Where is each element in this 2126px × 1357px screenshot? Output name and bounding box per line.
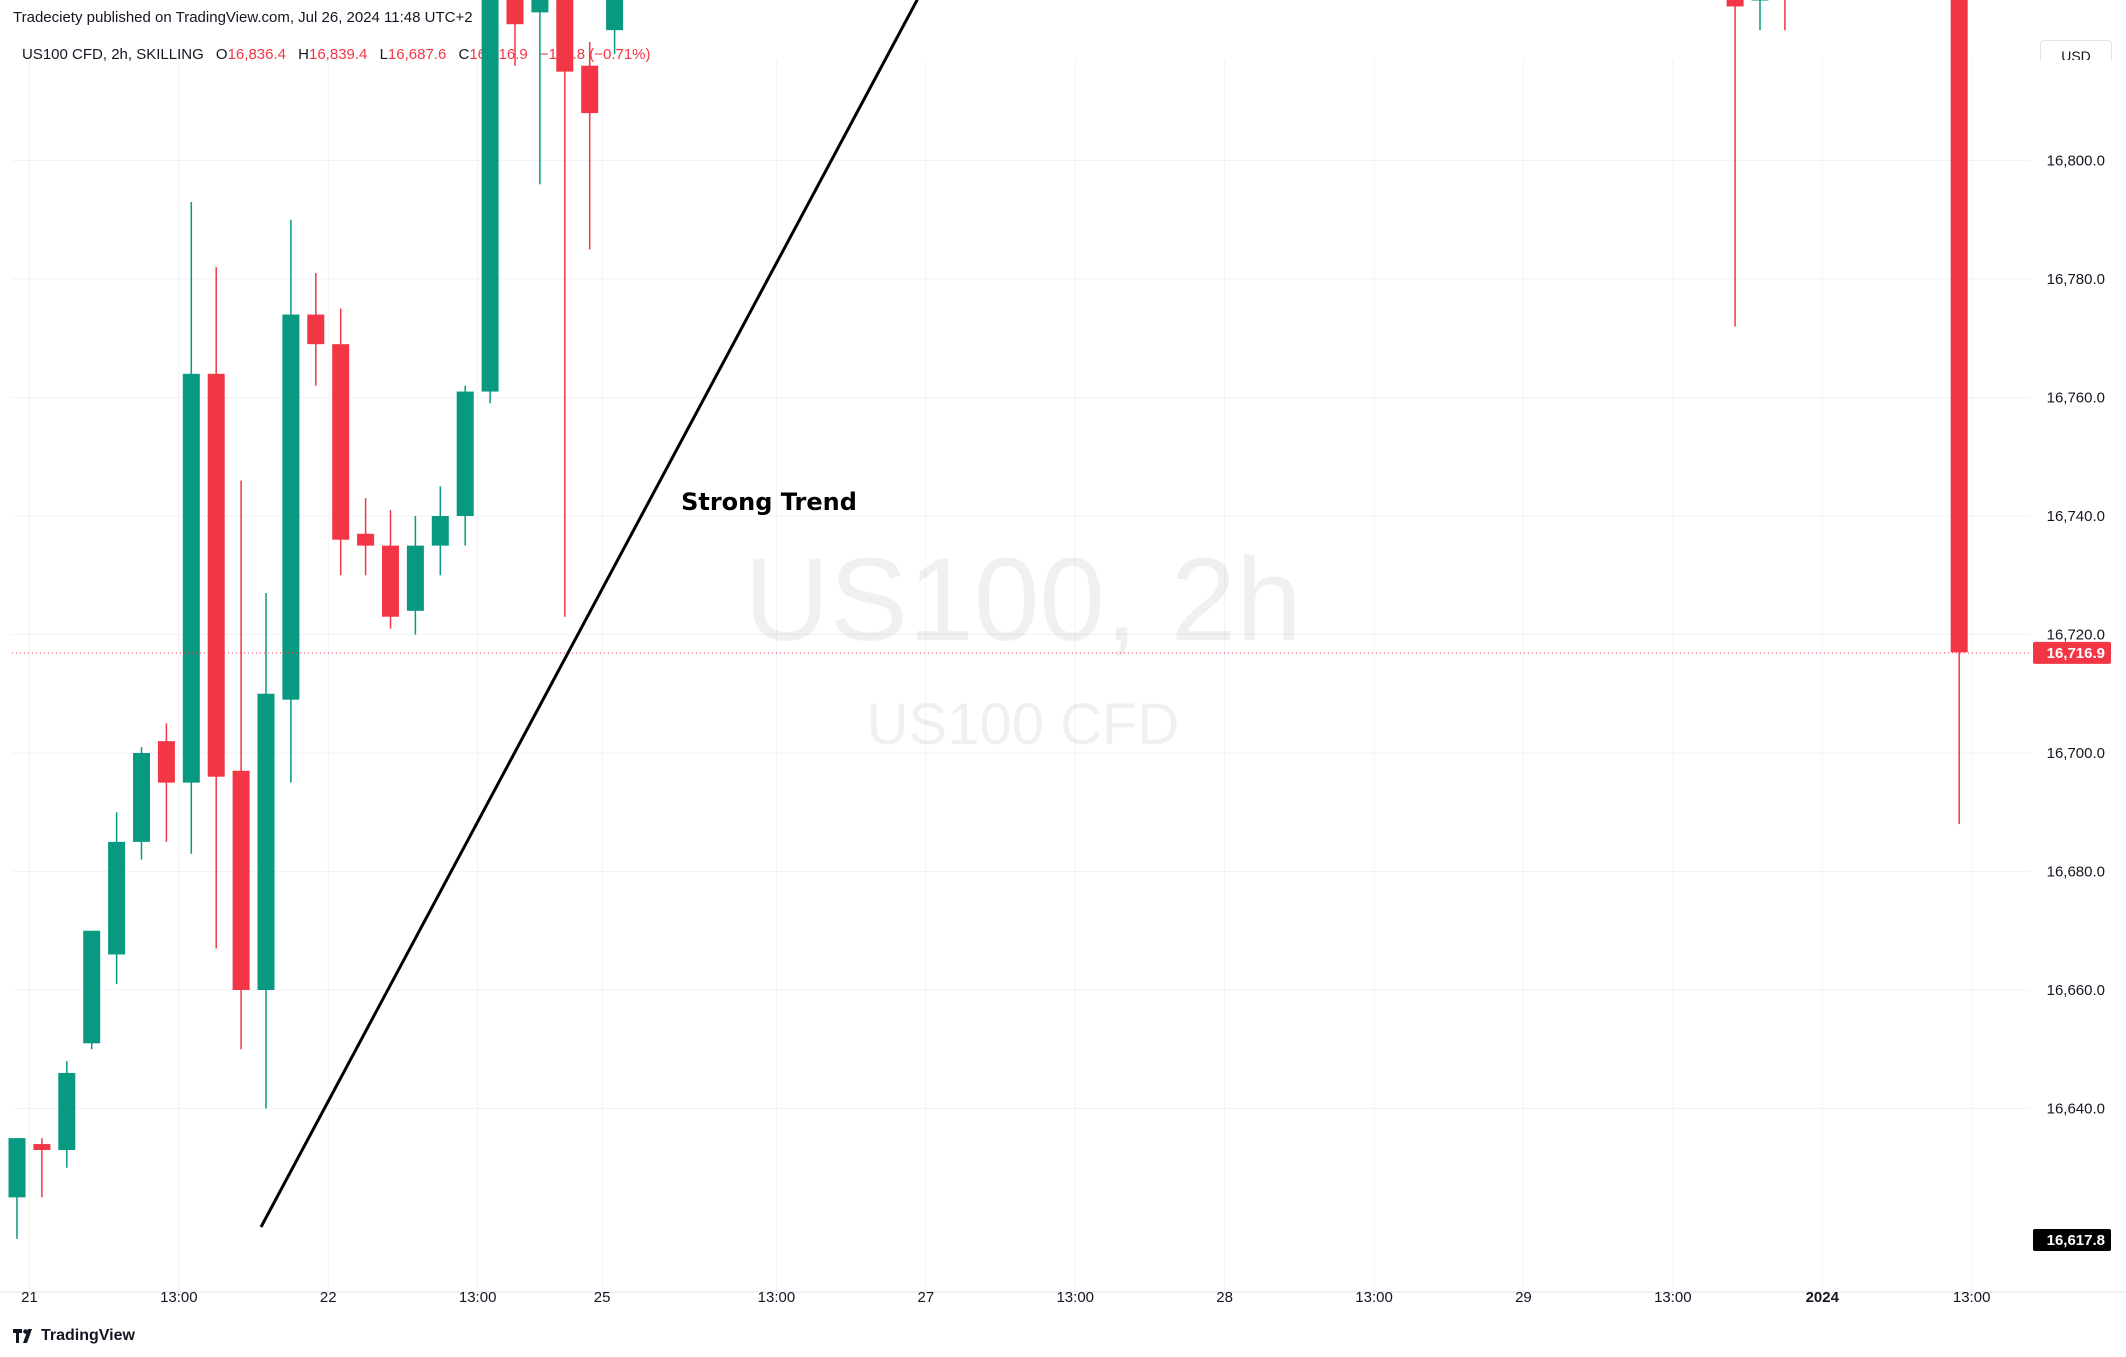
price-tick-label: 16,740.0	[2047, 508, 2105, 525]
price-tick-label: 16,700.0	[2047, 745, 2105, 762]
candle-body	[33, 1144, 51, 1150]
time-tick-label: 2024	[1806, 1289, 1840, 1306]
time-axis: 21 13:00 22 13:00 25 13:00 27 13:00 28 13:00 29 13:…	[0, 1289, 2126, 1306]
candle-body	[581, 65, 599, 114]
price-tick-label: 16,760.0	[2047, 390, 2105, 407]
price-tag	[2033, 1229, 2111, 1252]
open-value: 16,836.4	[227, 46, 286, 63]
candle-body	[157, 741, 175, 783]
high-label: H	[298, 46, 309, 63]
time-tick-label: 13:00	[1355, 1289, 1393, 1306]
candle-body	[83, 930, 101, 1044]
annotation-label: Strong Trend	[681, 488, 857, 516]
candle-body	[332, 344, 350, 540]
candles	[8, 0, 1968, 1239]
candle-body	[1950, 0, 1968, 653]
trend-arrow	[259, 0, 919, 1228]
price-tick-label: 16,640.0	[2047, 1101, 2105, 1118]
low-label: L	[379, 46, 388, 63]
price-tick-label: 16,800.0	[2047, 153, 2105, 170]
watermark-title: US100, 2h	[744, 534, 1302, 666]
time-tick-label: 13:00	[1654, 1289, 1692, 1306]
symbol-name[interactable]: US100 CFD, 2h, SKILLING	[22, 46, 204, 63]
candle-body	[307, 314, 325, 345]
time-tick-label: 13:00	[758, 1289, 796, 1306]
candle-body	[1726, 0, 1744, 7]
tradingview-logo-icon	[13, 1329, 32, 1343]
candle-body	[182, 373, 200, 783]
candle-body	[606, 0, 624, 31]
candle-body	[481, 0, 499, 392]
time-tick-label: 13:00	[1953, 1289, 1991, 1306]
price-tick-label: 16,720.0	[2047, 627, 2105, 644]
candle-body	[8, 1138, 26, 1198]
chart-grid	[12, 60, 2030, 1292]
candle-body	[207, 373, 225, 777]
publisher-credit: Tradeciety published on TradingView.com,…	[13, 9, 473, 26]
time-tick-label: 27	[918, 1289, 935, 1306]
price-tag-label: 16,716.9	[2047, 645, 2105, 662]
high-value: 16,839.4	[309, 46, 368, 63]
candle-body	[108, 841, 126, 955]
candle-body	[556, 0, 574, 72]
time-tick-label: 28	[1216, 1289, 1233, 1306]
time-tick-label: 13:00	[160, 1289, 198, 1306]
candle-body	[232, 770, 250, 990]
candle-body	[456, 391, 474, 516]
drawings	[12, 0, 2030, 1228]
candle-body	[531, 0, 549, 13]
price-tick-label: 16,660.0	[2047, 982, 2105, 999]
candle-body	[382, 545, 399, 617]
candle-body	[406, 545, 424, 611]
annotations: HeadLeft ShoulderRight ShoulderStrong Tr…	[681, 488, 857, 516]
watermark-subtitle: US100 CFD	[867, 692, 1180, 757]
time-tick-label: 22	[320, 1289, 337, 1306]
time-tick-label: 29	[1515, 1289, 1532, 1306]
time-tick-label: 13:00	[459, 1289, 497, 1306]
close-label: C	[458, 46, 470, 63]
time-tick-label: 25	[594, 1289, 611, 1306]
candle-body	[506, 0, 524, 25]
candle-body	[282, 314, 300, 700]
candle-body	[431, 516, 449, 546]
time-tick-label: 13:00	[1056, 1289, 1094, 1306]
open-label: O	[215, 46, 228, 63]
candle-body	[133, 753, 150, 842]
candle-body	[257, 693, 275, 990]
price-tick-label: 16,780.0	[2047, 271, 2105, 288]
price-axis: 16,640.0 16,660.0 16,680.0 16,700.0 16,720.0…	[2030, 60, 2126, 1292]
tradingview-brand: TradingView	[41, 1327, 135, 1344]
price-tick-label: 16,680.0	[2047, 864, 2105, 881]
price-axis-bg	[2030, 60, 2126, 1292]
tradingview-logo[interactable]: TradingView	[13, 1327, 135, 1345]
watermark: US100, 2h US100 CFD	[744, 534, 1302, 757]
candle-body	[58, 1072, 76, 1150]
price-tag-label: 16,617.8	[2047, 1232, 2105, 1249]
time-tick-label: 21	[21, 1289, 38, 1306]
candle-body	[357, 533, 375, 546]
low-value: 16,687.6	[387, 46, 447, 63]
candle-body	[1751, 0, 1769, 1]
price-tag	[2033, 641, 2111, 664]
